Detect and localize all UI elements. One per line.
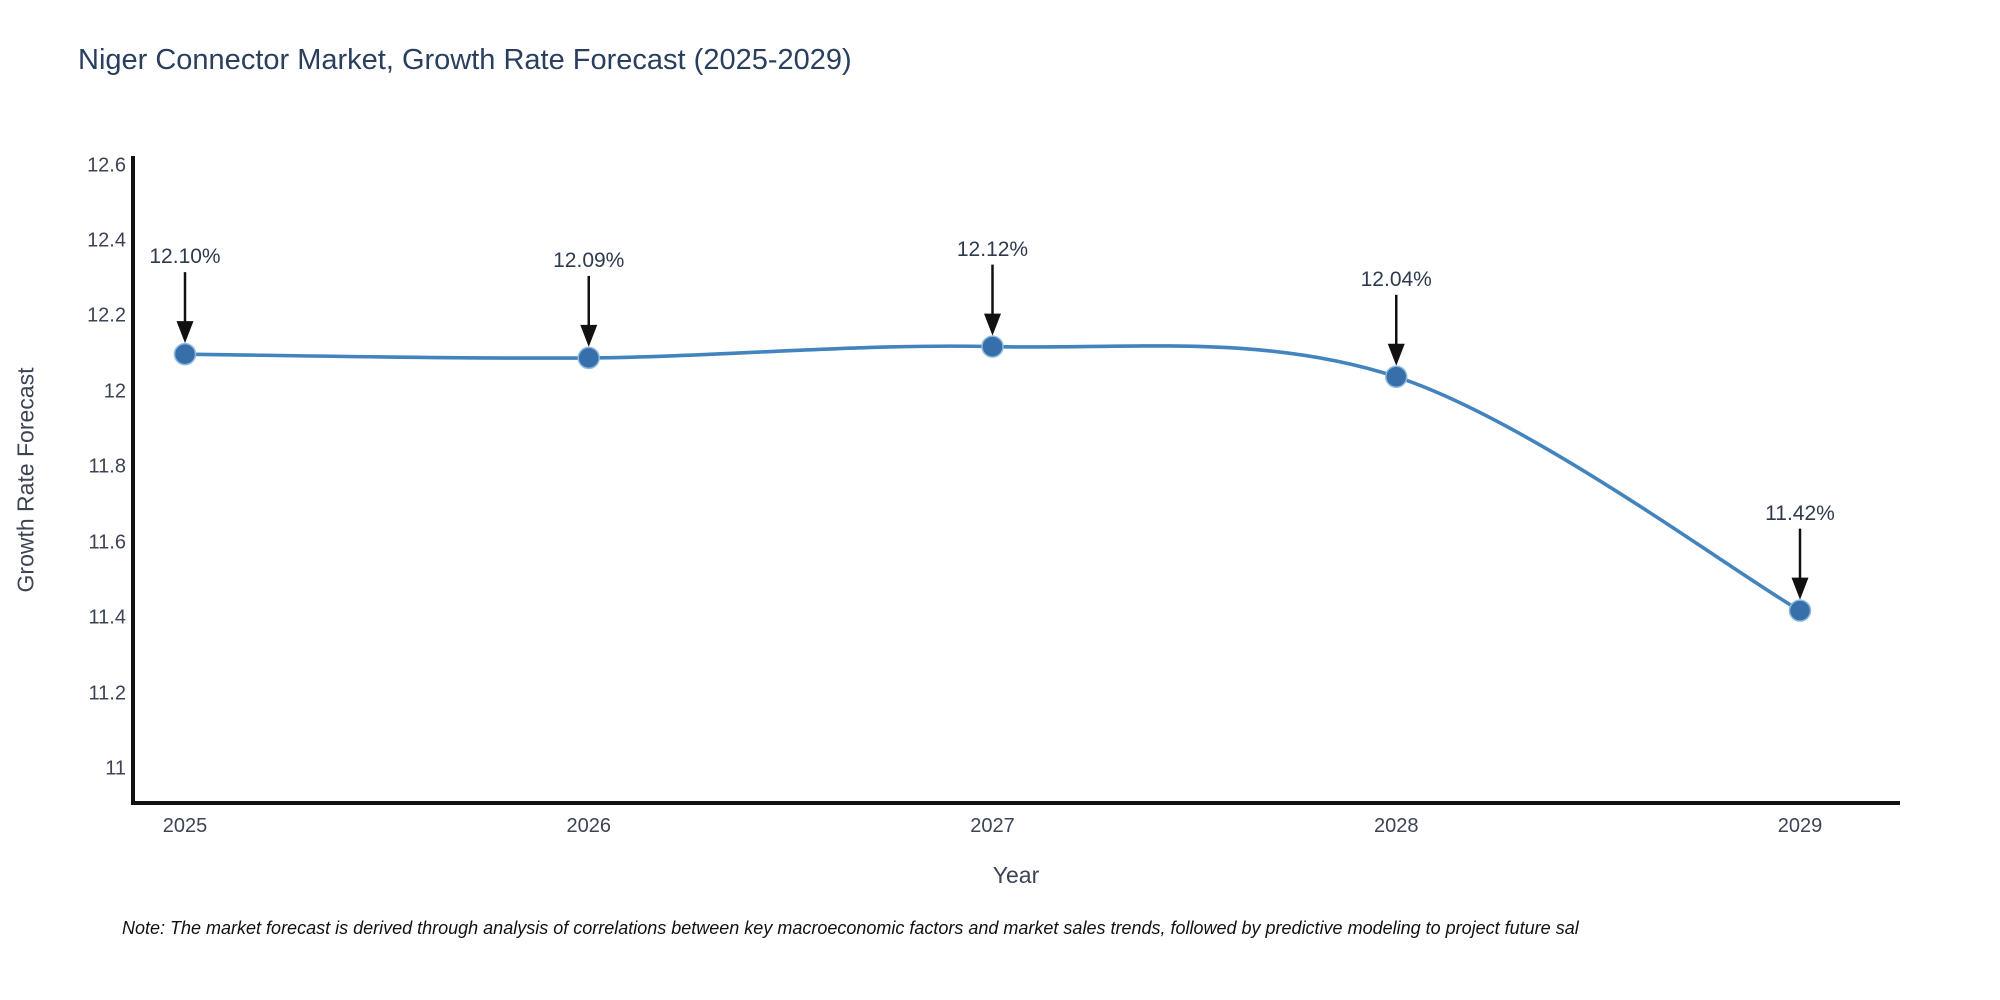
annotation-arrowhead [176, 321, 194, 344]
y-tick-label: 12 [103, 380, 126, 403]
annotation-arrowhead [580, 324, 598, 347]
chart-title: Niger Connector Market, Growth Rate Fore… [78, 44, 852, 76]
x-tick-label: 2026 [566, 815, 612, 837]
x-tick-label: 2028 [1374, 815, 1419, 837]
point-value-annotation: 12.09% [553, 248, 625, 272]
point-value-annotation: 12.10% [149, 245, 221, 269]
point-value-annotation: 12.12% [956, 237, 1029, 261]
x-tick-label: 2025 [162, 815, 208, 837]
point-value-annotation: 12.04% [1360, 267, 1432, 291]
x-axis-title: Year [992, 862, 1040, 888]
trend-line [184, 344, 1801, 613]
data-point-marker [1385, 365, 1408, 389]
data-point-marker [577, 346, 600, 370]
y-tick-label: 11 [105, 757, 126, 780]
x-tick-label: 2029 [1777, 815, 1823, 837]
y-tick-label: 11.4 [88, 606, 126, 629]
data-point-marker [1788, 599, 1812, 622]
annotation-arrowhead [984, 313, 1001, 336]
y-tick-label: 11.6 [88, 531, 126, 554]
y-tick-label: 12.2 [87, 304, 126, 327]
data-point-marker [981, 335, 1004, 358]
y-tick-label: 11.2 [88, 682, 126, 705]
y-tick-label: 12.6 [87, 154, 126, 177]
point-value-annotation: 11.42% [1765, 501, 1835, 525]
y-tick-label: 11.8 [88, 455, 126, 478]
footnote: Note: The market forecast is derived thr… [122, 918, 1579, 938]
annotation-arrowhead [1791, 577, 1809, 600]
annotation-arrowhead [1387, 343, 1405, 366]
y-tick-label: 12.4 [87, 229, 126, 252]
x-tick-label: 2027 [970, 815, 1015, 837]
data-point-marker [173, 342, 197, 366]
